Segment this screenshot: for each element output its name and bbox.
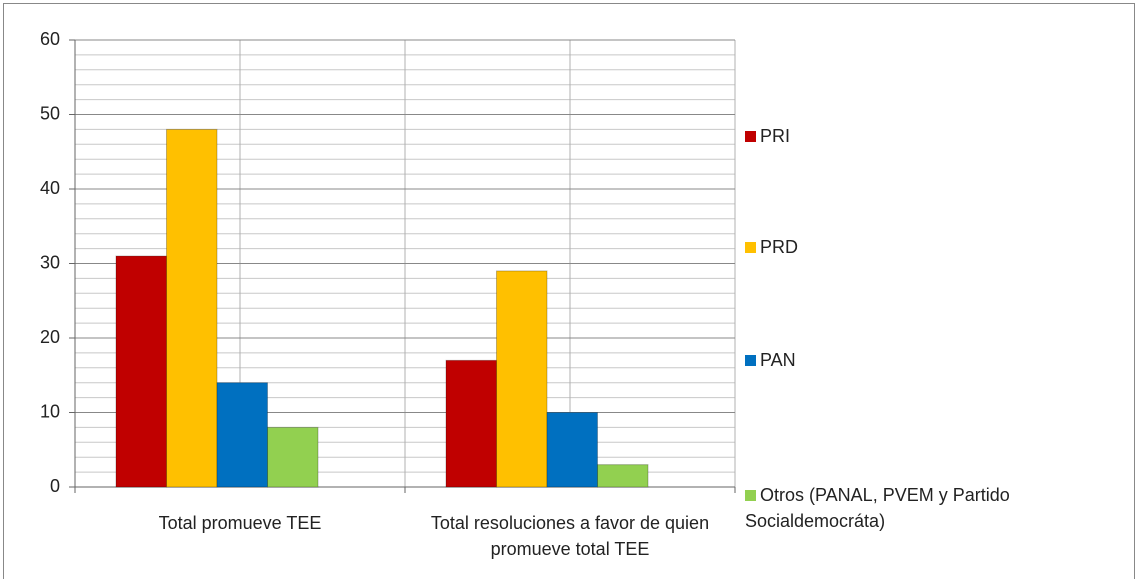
bar — [267, 426, 319, 488]
y-tick-label: 30 — [40, 252, 60, 272]
y-tick-label: 50 — [40, 103, 60, 123]
legend-item: PRD — [745, 234, 1125, 260]
bar — [216, 382, 268, 488]
y-tick-label: 0 — [50, 476, 60, 496]
legend-item: PAN — [745, 347, 1125, 373]
x-tick-label: Total promueve TEE — [158, 513, 322, 533]
y-tick-label: 40 — [40, 178, 60, 198]
bar — [166, 128, 218, 488]
bar — [496, 270, 548, 488]
bar — [546, 412, 598, 488]
legend-item: Otros (PANAL, PVEM y Partido Socialdemoc… — [745, 482, 1125, 534]
bar — [445, 359, 497, 488]
bar — [115, 255, 167, 488]
y-tick-label: 60 — [40, 29, 60, 49]
legend-swatch — [745, 242, 756, 253]
legend-item: PRI — [745, 123, 1125, 149]
y-tick-label: 20 — [40, 327, 60, 347]
legend-label: PRD — [760, 237, 799, 257]
bar — [597, 464, 649, 488]
y-tick-label: 10 — [40, 401, 60, 421]
legend-swatch — [745, 355, 756, 366]
legend-swatch — [745, 131, 756, 142]
chart-border — [3, 3, 1135, 579]
legend-label: PAN — [760, 350, 796, 370]
legend-swatch — [745, 490, 756, 501]
x-tick-label: Total resoluciones a favor de quien prom… — [430, 513, 710, 559]
legend-label: PRI — [760, 126, 791, 146]
legend-label: Otros (PANAL, PVEM y Partido Socialdemoc… — [745, 485, 1010, 531]
